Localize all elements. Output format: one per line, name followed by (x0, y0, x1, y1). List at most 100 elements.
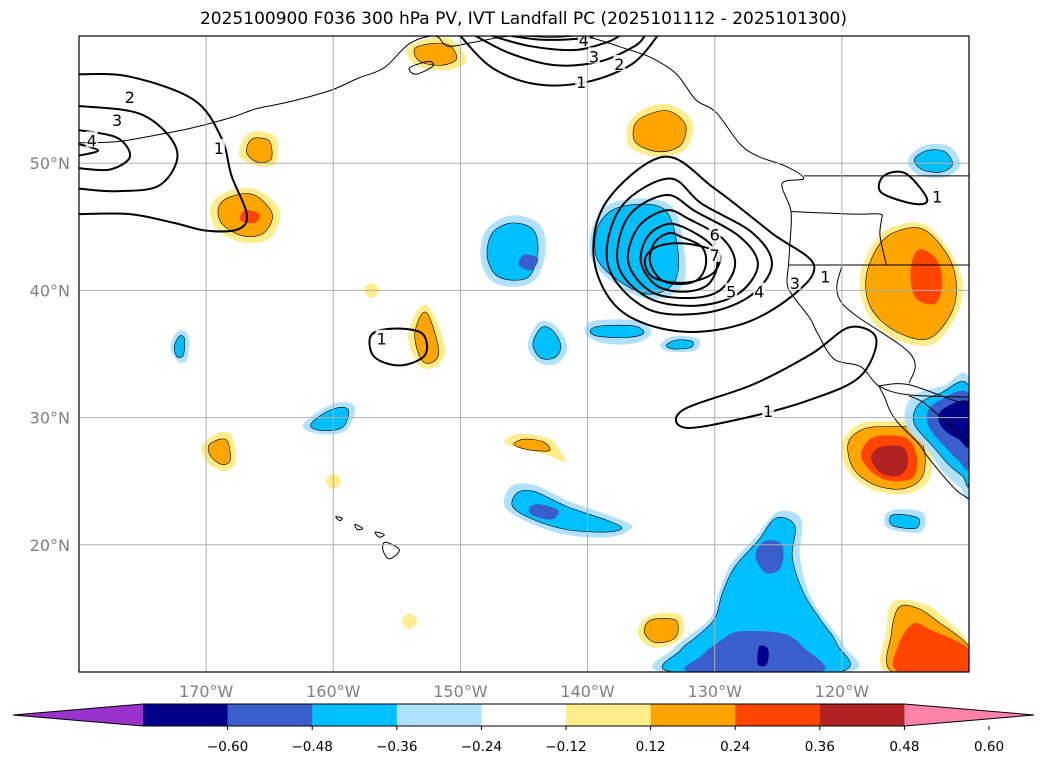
pc-negative-west-2-outline (174, 335, 186, 358)
colorbar-tick-label: 0.24 (720, 739, 750, 755)
pc-negative-mid-1-outline (532, 326, 562, 360)
map-frame (78, 35, 970, 673)
pc-positive-nw-1-outline (217, 193, 273, 237)
pc-positive-dot-3-layer-0 (401, 613, 418, 629)
pc-positive-north-top (406, 37, 467, 71)
island-maui (374, 531, 385, 538)
contour-label-bg (577, 36, 590, 47)
pc-negative-east-center-layer-1 (594, 204, 679, 295)
colorbar-tick-label: 0.48 (889, 739, 919, 755)
contour-label: 4 (579, 31, 589, 50)
pc-negative-big-south-layer-4 (757, 645, 769, 667)
pc-negative-baja-small-outline (889, 513, 920, 529)
colorbar-segment (819, 704, 905, 726)
pc-negative-baja-small-layer-1 (889, 514, 920, 529)
pc-negative-west-1-outline (310, 407, 349, 431)
pc-negative-east-center-outline (594, 203, 679, 295)
pc-positive-gulf-alaska (626, 103, 693, 157)
pc-positive-se-small-outline (643, 618, 679, 644)
contour-label: 3 (589, 47, 599, 66)
pc-positive-central (408, 304, 446, 370)
pc-positive-nw-2 (238, 131, 279, 167)
contour-label: 6 (710, 225, 720, 244)
contour-label: 3 (790, 274, 800, 293)
pc-negative-ne-small-layer-1 (914, 149, 953, 173)
pc-negative-west-1 (302, 402, 356, 435)
pc-negative-west-2-layer-1 (174, 335, 185, 358)
pc-positive-nw-1 (210, 188, 281, 244)
colorbar-tick-label: −0.48 (292, 739, 333, 755)
colorbar-tick-label: −0.24 (461, 739, 502, 755)
contour-label-bg (111, 110, 124, 127)
pc-negative-big-south-outline (661, 516, 851, 672)
pc-positive-oregon-coast-outline (865, 227, 957, 340)
pc-positive-oregon-coast (859, 222, 963, 347)
pc-positive-dot-3 (401, 613, 418, 629)
pc-negative-southeast (904, 372, 969, 502)
pc-negative-big-south-layer-2 (755, 540, 784, 574)
pc-negative-west-2 (170, 330, 190, 363)
contour-label: 1 (763, 402, 773, 421)
pv-contour-west-4 (79, 143, 100, 157)
colorbar-segment (650, 704, 736, 726)
contour-label: 7 (710, 246, 720, 265)
contour-label: 1 (932, 187, 942, 206)
lon-tick-label: 140°W (560, 682, 615, 701)
island-hawaii (382, 541, 400, 560)
pc-positive-nw-2-outline (246, 137, 273, 163)
pc-negative-mid-3 (659, 335, 701, 352)
pc-positive-north-top-layer-1 (414, 43, 457, 66)
axis-tick-labels: 170°W 160°W 150°W 140°W 130°W 120°W 50°N 40°N 30… (30, 154, 870, 701)
coastlines (79, 36, 969, 560)
contour-label-bg (212, 138, 225, 155)
pc-negative-west-center-layer-2 (518, 254, 539, 271)
pc-negative-west-center (480, 215, 546, 287)
pc-positive-southeast-outline (886, 604, 969, 672)
border-ca-nv (836, 264, 916, 384)
contour-label: 2 (125, 88, 135, 107)
pv-contour-north-1 (459, 36, 659, 87)
pc-positive-nw-2-layer-1 (246, 137, 273, 163)
pc-positive-west-small (201, 431, 236, 472)
pc-negative-baja-small (884, 509, 926, 533)
pv-contour-trough-7 (643, 242, 722, 284)
pc-negative-west-center-layer-1 (486, 222, 539, 281)
pc-positive-southeast-layer-2 (892, 622, 969, 672)
colorbar-segment (566, 704, 652, 726)
contour-label-bg (708, 245, 721, 262)
pc-positive-west-small-outline (207, 438, 231, 466)
colorbar-outline (12, 703, 1035, 727)
contour-label: 1 (820, 267, 830, 286)
pc-negative-big-south (652, 510, 860, 672)
border-us-mexico (878, 383, 969, 403)
contour-label-bg (575, 72, 588, 89)
coast-kodiak (408, 60, 434, 75)
pc-positive-north-top-outline (413, 42, 458, 66)
pv-contour-isolated-1 (368, 327, 429, 367)
pc-positive-central-outline (414, 311, 440, 364)
contour-label: 1 (576, 73, 586, 92)
pc-positive-se-small-layer-1 (644, 618, 679, 643)
contour-label-bg (931, 187, 944, 204)
pc-negative-mid-2-layer-1 (590, 325, 644, 338)
contour-label: 4 (87, 131, 97, 150)
pc-negative-big-south-layer-3 (684, 630, 826, 672)
contour-label: 1 (214, 139, 224, 158)
pc-positive-gulf-alaska-outline (632, 110, 687, 153)
pv-contour-west-2 (79, 105, 179, 193)
pv-contour-trough-4 (626, 209, 737, 300)
pc-negative-southeast-layer-3 (938, 400, 969, 448)
coast-baja-west (878, 385, 969, 500)
pv-contour-ne-1 (877, 170, 929, 206)
contour-label-bg (708, 225, 721, 242)
colorbar-segment (735, 704, 821, 726)
pv-contour-west-1 (79, 73, 249, 233)
pc-positive-west-small-layer-1 (208, 438, 231, 465)
colorbar-tick-label: 0.12 (636, 739, 666, 755)
contour-label: 3 (112, 111, 122, 130)
lon-tick-label: 170°W (179, 682, 234, 701)
pc-positive-gulf-alaska-layer-1 (633, 110, 687, 152)
pc-negative-hawaii-band-layer-2 (528, 504, 559, 520)
lon-tick-label: 160°W (306, 682, 361, 701)
